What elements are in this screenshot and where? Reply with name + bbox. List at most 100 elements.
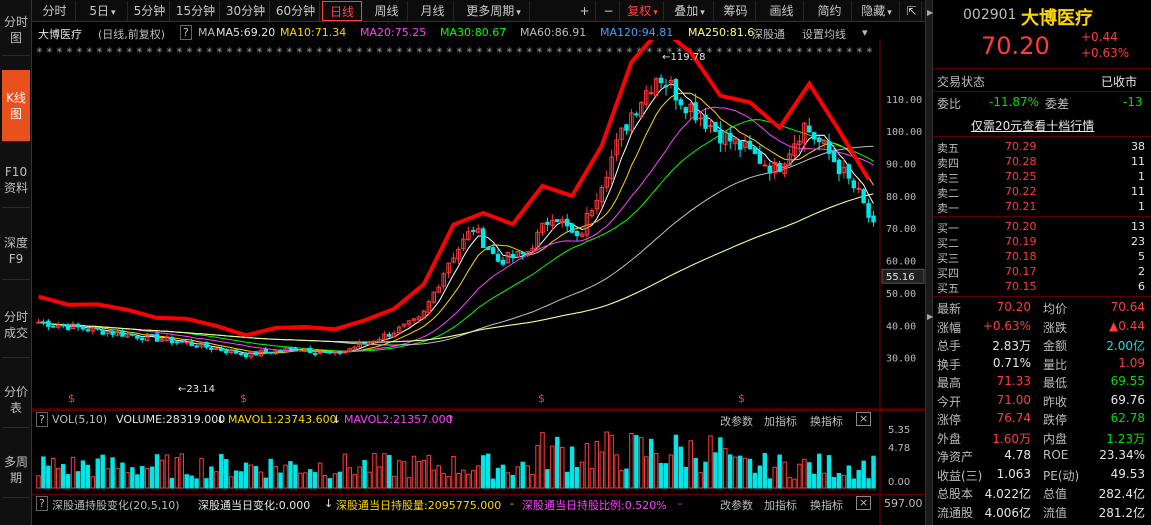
tab-intraday-chart[interactable]: 分时图: [2, 4, 30, 56]
volume-bar: [342, 453, 348, 489]
candle-body: [841, 166, 847, 174]
period-intraday[interactable]: 分时: [34, 1, 76, 21]
period-5min[interactable]: 5分钟: [130, 1, 170, 21]
candle-body: [367, 341, 372, 345]
chips-button[interactable]: 筹码: [716, 1, 756, 21]
zoom-in-button[interactable]: +: [574, 1, 596, 21]
ask-row[interactable]: 卖二 70.22 11: [933, 185, 1151, 200]
add-indicator-button[interactable]: 加指标: [764, 415, 797, 428]
bid-row[interactable]: 买一 70.20 13: [933, 220, 1151, 235]
period-15min[interactable]: 15分钟: [172, 1, 220, 21]
volume-bar: [564, 471, 570, 489]
simple-mode-button[interactable]: 简约: [808, 1, 852, 21]
draw-line-button[interactable]: 画线: [760, 1, 804, 21]
level2-promo-link[interactable]: 仅需20元查看十档行情: [971, 119, 1095, 133]
moving-average-lines: [38, 83, 874, 355]
switch-indicator-button[interactable]: 换指标: [810, 415, 843, 428]
period-daily[interactable]: 日线: [322, 1, 362, 21]
trade-status: 已收市: [1101, 75, 1138, 89]
ask-row[interactable]: 卖五 70.29 38: [933, 140, 1151, 155]
bid-row[interactable]: 买五 70.15 6: [933, 280, 1151, 295]
tab-tick-trades[interactable]: 分时成交: [2, 292, 30, 358]
help-icon[interactable]: ?: [180, 25, 192, 40]
kline-chart[interactable]: ✳ ✳ ✳ ✳ ✳ ✳ ✳ ✳ ✳ ✳ ✳ ✳ ✳ ✳ ✳ ✳ ✳ ✳ ✳ ✳ ✳ ✳ ✳ ✳ ✳ ✳ ✳ ✳ ✳ ✳ ✳ ✳ ✳ ✳ ✳ ✳ ✳ ✳ ✳ ✳…: [32, 40, 925, 525]
volume-bar: [36, 475, 41, 489]
edit-params-button[interactable]: 改参数: [720, 415, 753, 428]
bid-row[interactable]: 买四 70.17 2: [933, 265, 1151, 280]
volume-bar: [416, 461, 422, 489]
ask-price: 70.22: [1005, 185, 1037, 198]
add-indicator-button[interactable]: 加指标: [764, 499, 797, 512]
collapse-icon[interactable]: ⇱: [902, 1, 922, 21]
grid-dot: ✳: [436, 46, 443, 55]
ask-row[interactable]: 卖四 70.28 11: [933, 155, 1151, 170]
grid-dot: ✳: [346, 46, 353, 55]
candle-body: [169, 336, 175, 344]
help-icon[interactable]: ?: [36, 412, 48, 427]
candle-body: [826, 140, 832, 154]
grid-dot: ✳: [676, 46, 683, 55]
volume-bar: [728, 454, 733, 489]
tab-kline-chart[interactable]: K线图: [2, 70, 30, 142]
volume-bar: [560, 446, 565, 489]
candle-body: [204, 341, 209, 348]
adjust-price-button[interactable]: 复权 ▾: [622, 1, 664, 21]
candle-body: [495, 253, 501, 262]
period-30min[interactable]: 30分钟: [222, 1, 270, 21]
ma-settings-button[interactable]: 设置均线: [802, 28, 846, 41]
help-icon[interactable]: ?: [36, 496, 48, 511]
panel-splitter[interactable]: ▶ ▶: [925, 0, 933, 525]
candle-body: [466, 231, 471, 241]
period-5day[interactable]: 5日 ▾: [78, 1, 128, 21]
volume-bar: [100, 454, 105, 489]
tab-multi-period[interactable]: 多周期: [2, 442, 30, 498]
volume-bar: [90, 476, 96, 489]
zoom-out-button[interactable]: −: [598, 1, 620, 21]
tab-price-table[interactable]: 分价表: [2, 372, 30, 428]
stat-label: 昨收: [1043, 394, 1068, 409]
period-monthly[interactable]: 月线: [412, 1, 454, 21]
close-icon[interactable]: ×: [856, 496, 872, 510]
tab-depth-f9[interactable]: 深度F9: [2, 222, 30, 280]
ask-row[interactable]: 卖三 70.25 1: [933, 170, 1151, 185]
volume-bar: [792, 478, 797, 489]
period-60min[interactable]: 60分钟: [272, 1, 320, 21]
period-toolbar: 分时 5日 ▾ 5分钟 15分钟 30分钟 60分钟 日线 周线 月线 更多周期 ▾…: [32, 0, 925, 22]
chevron-right-icon[interactable]: ▶: [927, 312, 934, 321]
period-more[interactable]: 更多周期 ▾: [458, 1, 530, 21]
edit-params-button[interactable]: 改参数: [720, 499, 753, 512]
volume-bar: [797, 463, 802, 489]
candle-body: [441, 273, 446, 287]
tab-f10-info[interactable]: F10资料: [2, 152, 30, 208]
switch-indicator-button[interactable]: 换指标: [810, 499, 843, 512]
candle-body: [456, 248, 461, 260]
grid-dot: ✳: [76, 46, 83, 55]
hide-button[interactable]: 隐藏 ▾: [854, 1, 900, 21]
grid-dot: ✳: [586, 46, 593, 55]
ask-level: 卖五: [937, 142, 959, 155]
candle-body: [179, 340, 184, 343]
volume-bar: [115, 467, 120, 489]
close-icon[interactable]: ×: [856, 412, 872, 426]
candle-body: [836, 159, 842, 175]
candle-body: [668, 79, 674, 84]
adjust-price-label: 复权: [627, 4, 652, 18]
chevron-right-icon[interactable]: ▶: [927, 8, 934, 17]
candle-body: [436, 286, 441, 293]
stat-label: 今开: [937, 394, 962, 409]
grid-dot: ✳: [326, 46, 333, 55]
ask-row[interactable]: 卖一 70.21 1: [933, 200, 1151, 215]
stat-label: 最高: [937, 376, 962, 390]
period-weekly[interactable]: 周线: [366, 1, 408, 21]
chevron-down-icon[interactable]: ▾: [862, 26, 868, 39]
bid-row[interactable]: 买二 70.19 23: [933, 235, 1151, 250]
hk-connect-toggle[interactable]: 深股通: [752, 28, 785, 41]
chevron-down-icon: ▾: [516, 8, 521, 18]
stat-label: 总手: [937, 339, 962, 353]
overlay-button[interactable]: 叠加 ▾: [666, 1, 714, 21]
price-tick-label: 50.00: [886, 289, 916, 300]
volume-bar: [668, 454, 674, 489]
volume-bar: [851, 478, 856, 489]
bid-row[interactable]: 买三 70.18 5: [933, 250, 1151, 265]
candle-body: [85, 329, 91, 332]
